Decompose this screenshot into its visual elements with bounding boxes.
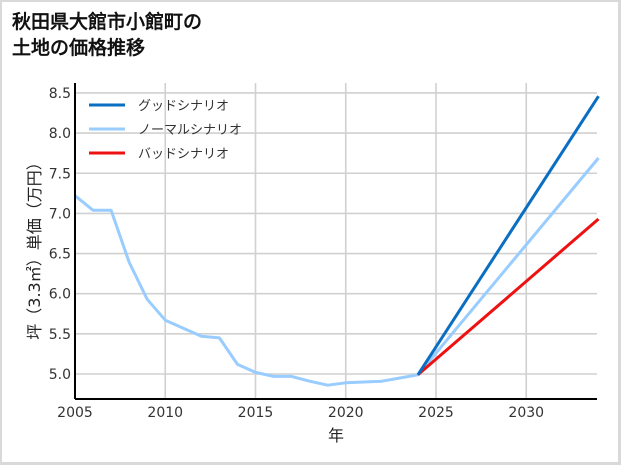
y-tick-label: 5.5: [49, 327, 71, 343]
x-tick-label: 2010: [147, 405, 183, 421]
x-tick-label: 2015: [238, 405, 274, 421]
x-tick-label: 2005: [57, 405, 93, 421]
series-line: [74, 157, 600, 387]
chart-title: 秋田県大館市小館町の 土地の価格推移: [12, 11, 203, 59]
y-tick-label: 7.5: [49, 166, 71, 182]
x-tick-label: 2020: [328, 405, 364, 421]
y-tick-label: 8.5: [49, 86, 71, 102]
legend-label: バッドシナリオ: [138, 147, 229, 162]
y-tick-label: 6.5: [49, 247, 71, 263]
series-line: [416, 217, 600, 376]
x-tick-label: 2025: [418, 405, 454, 421]
x-axis-label: 年: [328, 426, 344, 445]
y-tick-label: 5.0: [49, 367, 71, 383]
y-axis-label: 坪（3.3㎡）単価（万円）: [25, 154, 44, 339]
legend-label: ノーマルシナリオ: [138, 123, 242, 138]
y-tick-label: 6.0: [49, 287, 71, 303]
axes: 5.0 5.5 6.0 6.5 7.0 7.5 8.0 8.5 2005 2010 2015 2020…: [49, 83, 597, 421]
legend-label: グッドシナリオ: [138, 99, 229, 114]
y-tick-label: 8.0: [49, 126, 71, 142]
y-tick-label: 7.0: [49, 206, 71, 222]
series-line: [416, 95, 600, 376]
series-lines: [74, 95, 600, 387]
x-tick-label: 2030: [508, 405, 544, 421]
